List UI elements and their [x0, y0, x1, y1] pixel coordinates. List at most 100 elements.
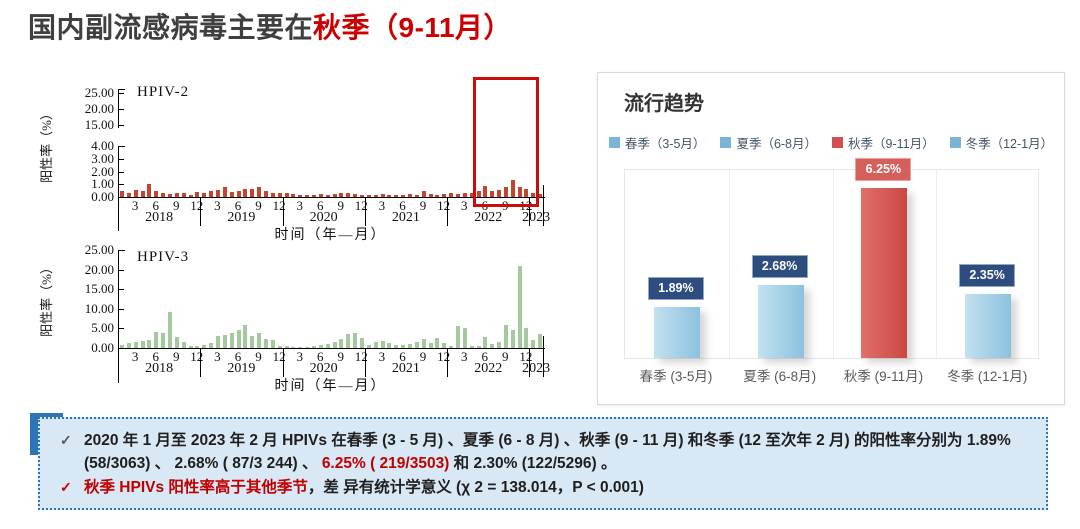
column-divider — [728, 170, 730, 360]
bar — [510, 180, 515, 197]
month-tick-label: 9 — [419, 198, 427, 213]
month-tick-label: 9 — [255, 349, 262, 364]
text: 2020 年 1 月至 2023 年 2 月 HPIVs 在春季 (3 - 5 … — [84, 432, 1011, 473]
legend-item: 冬季（12-1月） — [949, 133, 1053, 152]
y-tick-label: 15.00 — [84, 117, 114, 132]
bar — [538, 334, 543, 348]
bar — [270, 192, 275, 197]
bar — [250, 188, 255, 197]
bar — [147, 183, 152, 197]
month-tick-label: 12 — [354, 349, 368, 364]
axis-break-foot — [118, 89, 125, 90]
month-tick-label: 6 — [316, 349, 324, 364]
season-bar-3 — [965, 294, 1012, 358]
bar — [332, 193, 337, 197]
category-label: 夏季 (6-8月) — [743, 369, 817, 384]
bar — [531, 340, 536, 348]
y-tick-label: 0.00 — [91, 340, 114, 355]
bar — [414, 194, 419, 198]
year-label: 2021 — [391, 210, 420, 225]
check-icon: ✓ — [60, 478, 72, 495]
bar — [202, 344, 207, 348]
bar — [325, 194, 330, 198]
legend-swatch-icon — [832, 137, 844, 148]
bar — [298, 194, 303, 198]
bar — [517, 265, 522, 348]
bar — [387, 342, 392, 348]
month-tick-label: 3 — [460, 349, 468, 364]
y-tick-label: 5.00 — [91, 320, 114, 336]
check-icon: ✓ — [60, 432, 72, 448]
hpiv3-chart: 0.00 5.00 10.00 15.00 20.00 25.00 HPIV-3 阳性率（%）… — [30, 242, 575, 416]
bar — [414, 341, 419, 348]
year-separator — [282, 197, 284, 226]
month-tick-label: 6 — [399, 349, 406, 364]
bar — [373, 342, 378, 348]
bar — [462, 328, 467, 348]
month-tick-label: 3 — [131, 198, 139, 213]
month-tick-label: 9 — [255, 198, 262, 213]
bar — [195, 191, 200, 197]
x-axis-title: 时间（年—月） — [274, 228, 387, 243]
bar — [154, 331, 159, 348]
season-bar-0 — [653, 306, 700, 358]
y-tick-mark — [119, 109, 124, 110]
title-text: 国内副流感病毒主要在 — [28, 12, 314, 43]
year-label: 2019 — [227, 361, 256, 376]
y-tick-label: 15.00 — [84, 281, 114, 297]
bar — [366, 345, 371, 348]
summary-bullet-1: ✓ 2020 年 1 月至 2023 年 2 月 HPIVs 在春季 (3 - … — [60, 429, 1032, 476]
bar — [168, 311, 172, 348]
legend-item: 夏季（6-8月） — [720, 133, 817, 152]
bar — [407, 193, 412, 197]
bar — [318, 193, 323, 197]
month-tick-label: 3 — [214, 198, 221, 213]
month-tick-label: 3 — [296, 198, 303, 213]
bar — [168, 193, 172, 197]
bar — [181, 342, 186, 348]
bar — [332, 342, 337, 348]
bar — [298, 346, 303, 348]
value-tag: 6.25% — [855, 158, 912, 181]
bar — [435, 337, 440, 348]
page-title: 国内副流感病毒主要在秋季（9-11月） — [28, 6, 512, 46]
bar — [490, 190, 495, 197]
y-tick-label: 4.00 — [91, 138, 114, 153]
month-tick-label: 9 — [173, 198, 180, 213]
month-tick-label: 6 — [399, 198, 406, 213]
summary-bullet-2-text: 秋季 HPIVs 阳性率高于其他季节，差 异有统计学意义 (χ 2 = 138.… — [84, 476, 644, 499]
y-tick-label: 10.00 — [84, 300, 114, 316]
y-tick-mark — [119, 328, 124, 330]
bar — [325, 344, 330, 348]
axis-end-tick — [543, 185, 544, 226]
year-label: 2018 — [145, 361, 174, 376]
month-tick-label: 3 — [460, 198, 468, 213]
month-tick-label: 12 — [190, 198, 204, 213]
bar — [209, 190, 214, 197]
month-tick-label: 9 — [337, 349, 345, 364]
bar — [503, 186, 508, 197]
month-tick-label: 12 — [190, 349, 204, 364]
month-tick-label: 6 — [481, 349, 488, 364]
column-divider — [832, 170, 834, 360]
y-tick-mark — [119, 308, 124, 310]
season-chart-plot — [624, 169, 1039, 360]
bar — [311, 346, 316, 348]
year-separator — [200, 197, 202, 226]
bar — [264, 190, 268, 197]
bar — [229, 191, 234, 197]
bar — [538, 193, 543, 197]
year-separator — [282, 348, 284, 377]
year-label: 2018 — [145, 210, 174, 225]
bar — [202, 192, 207, 197]
bar — [264, 338, 268, 348]
x-axis-title: 时间（年—月） — [274, 379, 387, 394]
bar — [216, 335, 220, 348]
month-tick-label: 6 — [234, 198, 242, 213]
bar — [133, 342, 138, 348]
hpiv2-chart: 15.00 20.00 25.00 0.00 1.00 2.00 3.00 4.00 HPIV-… — [30, 68, 575, 243]
bar — [291, 193, 296, 197]
seasonal-trend-panel: 流行趋势 春季（3-5月） 夏季（6-8月） 秋季（9-11月） 冬季（12-1月） … — [597, 72, 1065, 405]
bar — [188, 346, 193, 348]
bar — [277, 193, 282, 197]
